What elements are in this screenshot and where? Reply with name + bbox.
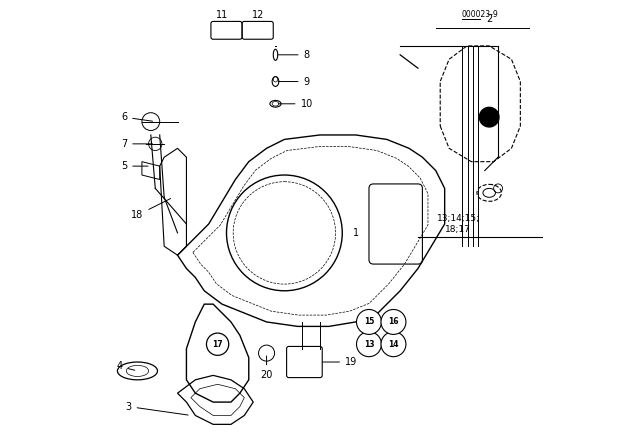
Text: 6: 6 bbox=[121, 112, 152, 122]
Text: 10: 10 bbox=[278, 99, 313, 109]
Circle shape bbox=[356, 332, 381, 357]
Text: 3: 3 bbox=[125, 401, 188, 415]
Text: 7: 7 bbox=[121, 139, 152, 149]
Circle shape bbox=[381, 310, 406, 334]
Text: 15: 15 bbox=[364, 318, 374, 327]
Text: 20: 20 bbox=[260, 356, 273, 380]
Text: 16: 16 bbox=[388, 318, 399, 327]
Text: 9: 9 bbox=[278, 77, 310, 86]
Text: 4: 4 bbox=[116, 362, 135, 371]
Text: 13;14;15;
18;17: 13;14;15; 18;17 bbox=[436, 214, 479, 234]
Text: 8: 8 bbox=[278, 50, 310, 60]
Text: 13: 13 bbox=[364, 340, 374, 349]
Text: 18: 18 bbox=[131, 198, 171, 220]
Circle shape bbox=[381, 332, 406, 357]
Text: 17: 17 bbox=[212, 340, 223, 349]
Text: 12: 12 bbox=[252, 10, 264, 20]
Text: 2: 2 bbox=[486, 14, 492, 24]
Text: 1: 1 bbox=[353, 228, 358, 238]
Text: 14: 14 bbox=[388, 340, 399, 349]
Circle shape bbox=[207, 333, 228, 355]
Text: 000023-9: 000023-9 bbox=[462, 10, 499, 19]
Circle shape bbox=[479, 108, 499, 127]
Text: 5: 5 bbox=[121, 161, 148, 171]
Text: 19: 19 bbox=[323, 357, 357, 367]
Circle shape bbox=[356, 310, 381, 334]
Text: 11: 11 bbox=[216, 10, 228, 20]
